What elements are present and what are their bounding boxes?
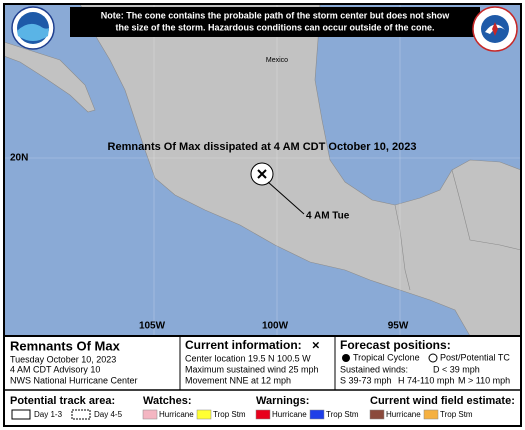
current-title: Current information: bbox=[185, 338, 302, 352]
day-1-3-swatch bbox=[11, 409, 31, 420]
post-tc-symbol bbox=[428, 353, 438, 363]
position-label: 4 AM Tue bbox=[306, 211, 350, 222]
border bbox=[451, 169, 522, 251]
note-box bbox=[70, 7, 480, 37]
mainland bbox=[79, 3, 522, 337]
current-line: Maximum sustained wind 25 mph bbox=[185, 364, 319, 374]
legend-text: Day 4-5 bbox=[94, 410, 123, 419]
tc-symbol bbox=[342, 354, 350, 362]
lon-label: 100W bbox=[262, 321, 289, 332]
map-annotation: Remnants Of Max dissipated at 4 AM CDT O… bbox=[108, 141, 417, 153]
current-symbol: × bbox=[312, 337, 320, 352]
country-label: Mexico bbox=[266, 57, 288, 64]
warning-hurricane-swatch bbox=[255, 409, 271, 420]
forecast-post-tc: Post/Potential TC bbox=[440, 352, 510, 362]
forecast-m: M > 110 mph bbox=[458, 375, 510, 385]
forecast-d: D < 39 mph bbox=[433, 364, 480, 374]
logo-mark bbox=[492, 22, 498, 36]
baja-california bbox=[3, 41, 96, 113]
lat-label: 20N bbox=[10, 153, 28, 164]
border bbox=[394, 204, 411, 291]
info-advisory: 4 AM CDT Advisory 10 bbox=[10, 364, 100, 374]
legend-text: Hurricane bbox=[272, 410, 307, 419]
day-4-5-swatch bbox=[71, 409, 91, 420]
track-title: Potential track area: bbox=[10, 395, 115, 407]
map: Mexico 20N 105W 100W 95W Remnants Of Max… bbox=[3, 3, 522, 337]
watches-title: Watches: bbox=[143, 395, 192, 407]
nws-logo bbox=[472, 6, 518, 52]
legend-text: Hurricane bbox=[386, 410, 421, 419]
lon-label: 95W bbox=[388, 321, 409, 332]
legend-text: Hurricane bbox=[159, 410, 194, 419]
legend-text: Trop Stm bbox=[326, 410, 359, 419]
note-line: the size of the storm. Hazardous conditi… bbox=[115, 22, 434, 32]
storm-name: Remnants Of Max bbox=[10, 338, 121, 353]
watch-ts-swatch bbox=[196, 409, 212, 420]
wind-title: Current wind field estimate: bbox=[370, 395, 515, 407]
legend-text: Day 1-3 bbox=[34, 410, 63, 419]
graticule bbox=[4, 4, 521, 336]
noaa-logo bbox=[11, 6, 55, 50]
storm-symbol bbox=[257, 169, 267, 179]
info-date: Tuesday October 10, 2023 bbox=[10, 354, 116, 364]
logo-wave bbox=[17, 23, 49, 41]
warning-ts-swatch bbox=[309, 409, 325, 420]
current-line: Center location 19.5 N 100.5 W bbox=[185, 353, 311, 363]
legend-text: Trop Stm bbox=[440, 410, 473, 419]
forecast-tc: Tropical Cyclone bbox=[353, 352, 420, 362]
leader-line bbox=[267, 181, 305, 215]
forecast-winds: Sustained winds: bbox=[340, 364, 408, 374]
info-panel: Remnants Of Max Tuesday October 10, 2023… bbox=[3, 335, 522, 427]
lon-label: 105W bbox=[139, 321, 166, 332]
current-line: Movement NNE at 12 mph bbox=[185, 375, 291, 385]
note-line: Note: The cone contains the probable pat… bbox=[101, 10, 451, 20]
watch-hurricane-swatch bbox=[142, 409, 158, 420]
forecast-title: Forecast positions: bbox=[340, 338, 451, 352]
wind-ts-swatch bbox=[423, 409, 439, 420]
legend-text: Trop Stm bbox=[213, 410, 246, 419]
warnings-title: Warnings: bbox=[256, 395, 309, 407]
info-center: NWS National Hurricane Center bbox=[10, 375, 138, 385]
forecast-h: H 74-110 mph bbox=[398, 375, 454, 385]
forecast-s: S 39-73 mph bbox=[340, 375, 392, 385]
wind-hurricane-swatch bbox=[369, 409, 385, 420]
